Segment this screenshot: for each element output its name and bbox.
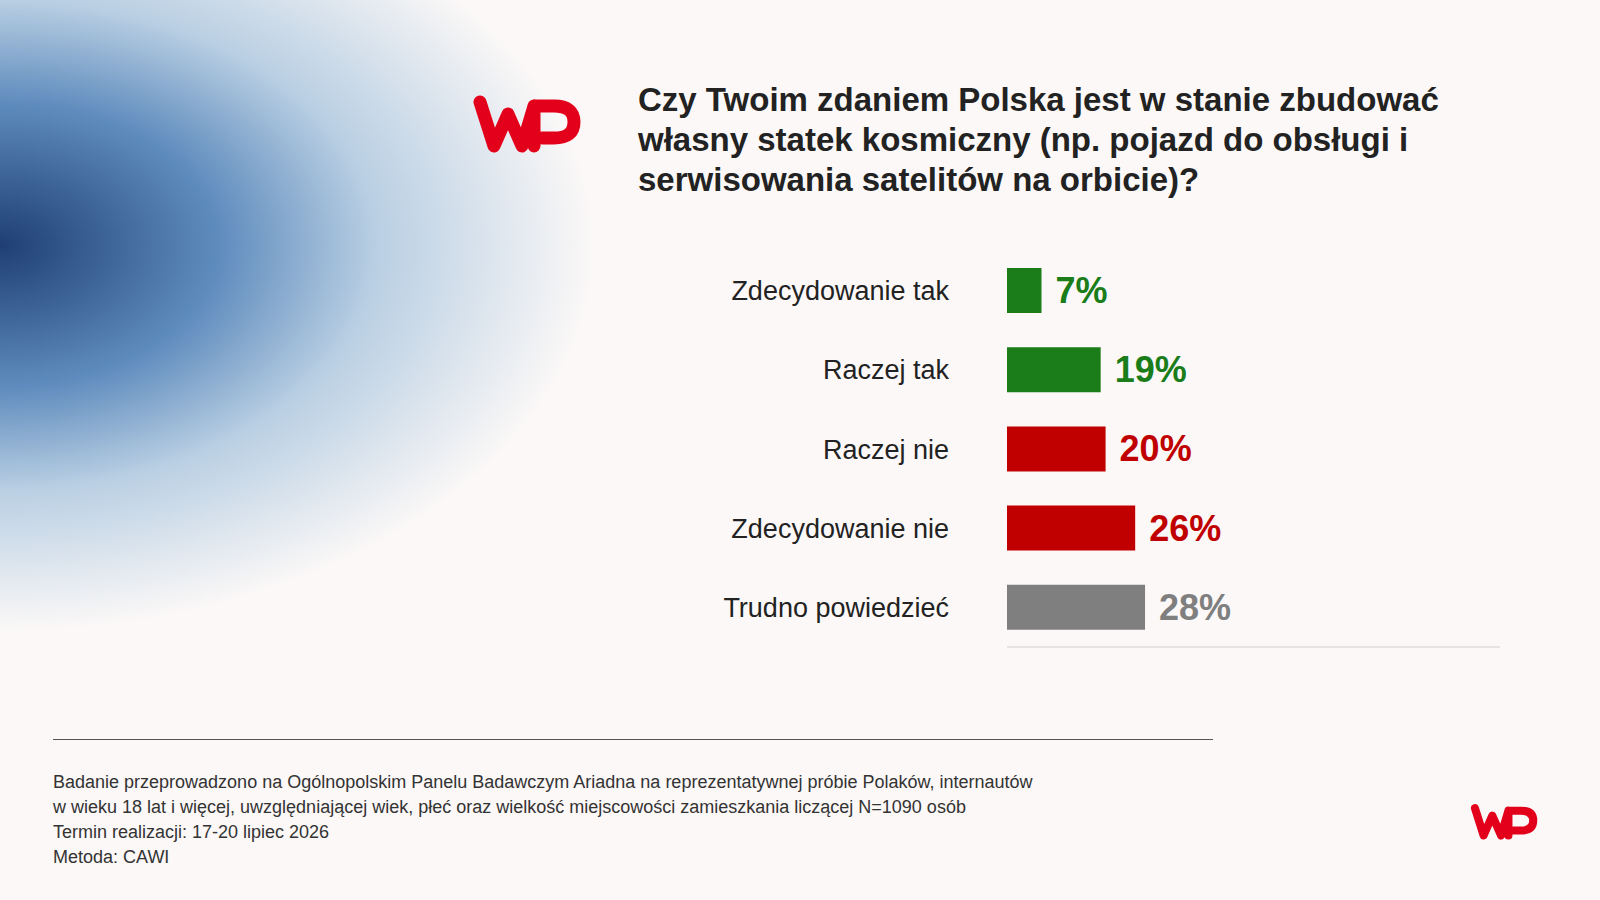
svg-text:Raczej nie: Raczej nie	[823, 435, 949, 465]
svg-text:Zdecydowanie tak: Zdecydowanie tak	[731, 276, 949, 306]
svg-text:Raczej tak: Raczej tak	[823, 355, 950, 385]
html-text:w wieku 18 lat i więcej, uwzgl: w wieku 18 lat i więcej, uwzględniającej…	[53, 797, 966, 817]
svg-text:7%: 7%	[1056, 270, 1108, 311]
html-text:Badanie przeprowadzono na Ogól: Badanie przeprowadzono na Ogólnopolskim …	[53, 772, 1033, 792]
svg-text:Trudno powiedzieć: Trudno powiedzieć	[723, 593, 949, 623]
svg-text:26%: 26%	[1149, 508, 1221, 549]
svg-text:20%: 20%	[1120, 428, 1192, 469]
html-text:Metoda: CAWI: Metoda: CAWI	[53, 847, 170, 867]
html-text:Termin realizacji: 17-20 lipie: Termin realizacji: 17-20 lipiec 2026	[53, 822, 330, 842]
html-text:Czy Twoim zdaniem Polska jest: Czy Twoim zdaniem Polska jest w stanie z…	[638, 81, 1439, 198]
svg-text:19%: 19%	[1115, 349, 1187, 390]
svg-text:28%: 28%	[1159, 587, 1231, 628]
svg-text:Zdecydowanie nie: Zdecydowanie nie	[731, 514, 949, 544]
